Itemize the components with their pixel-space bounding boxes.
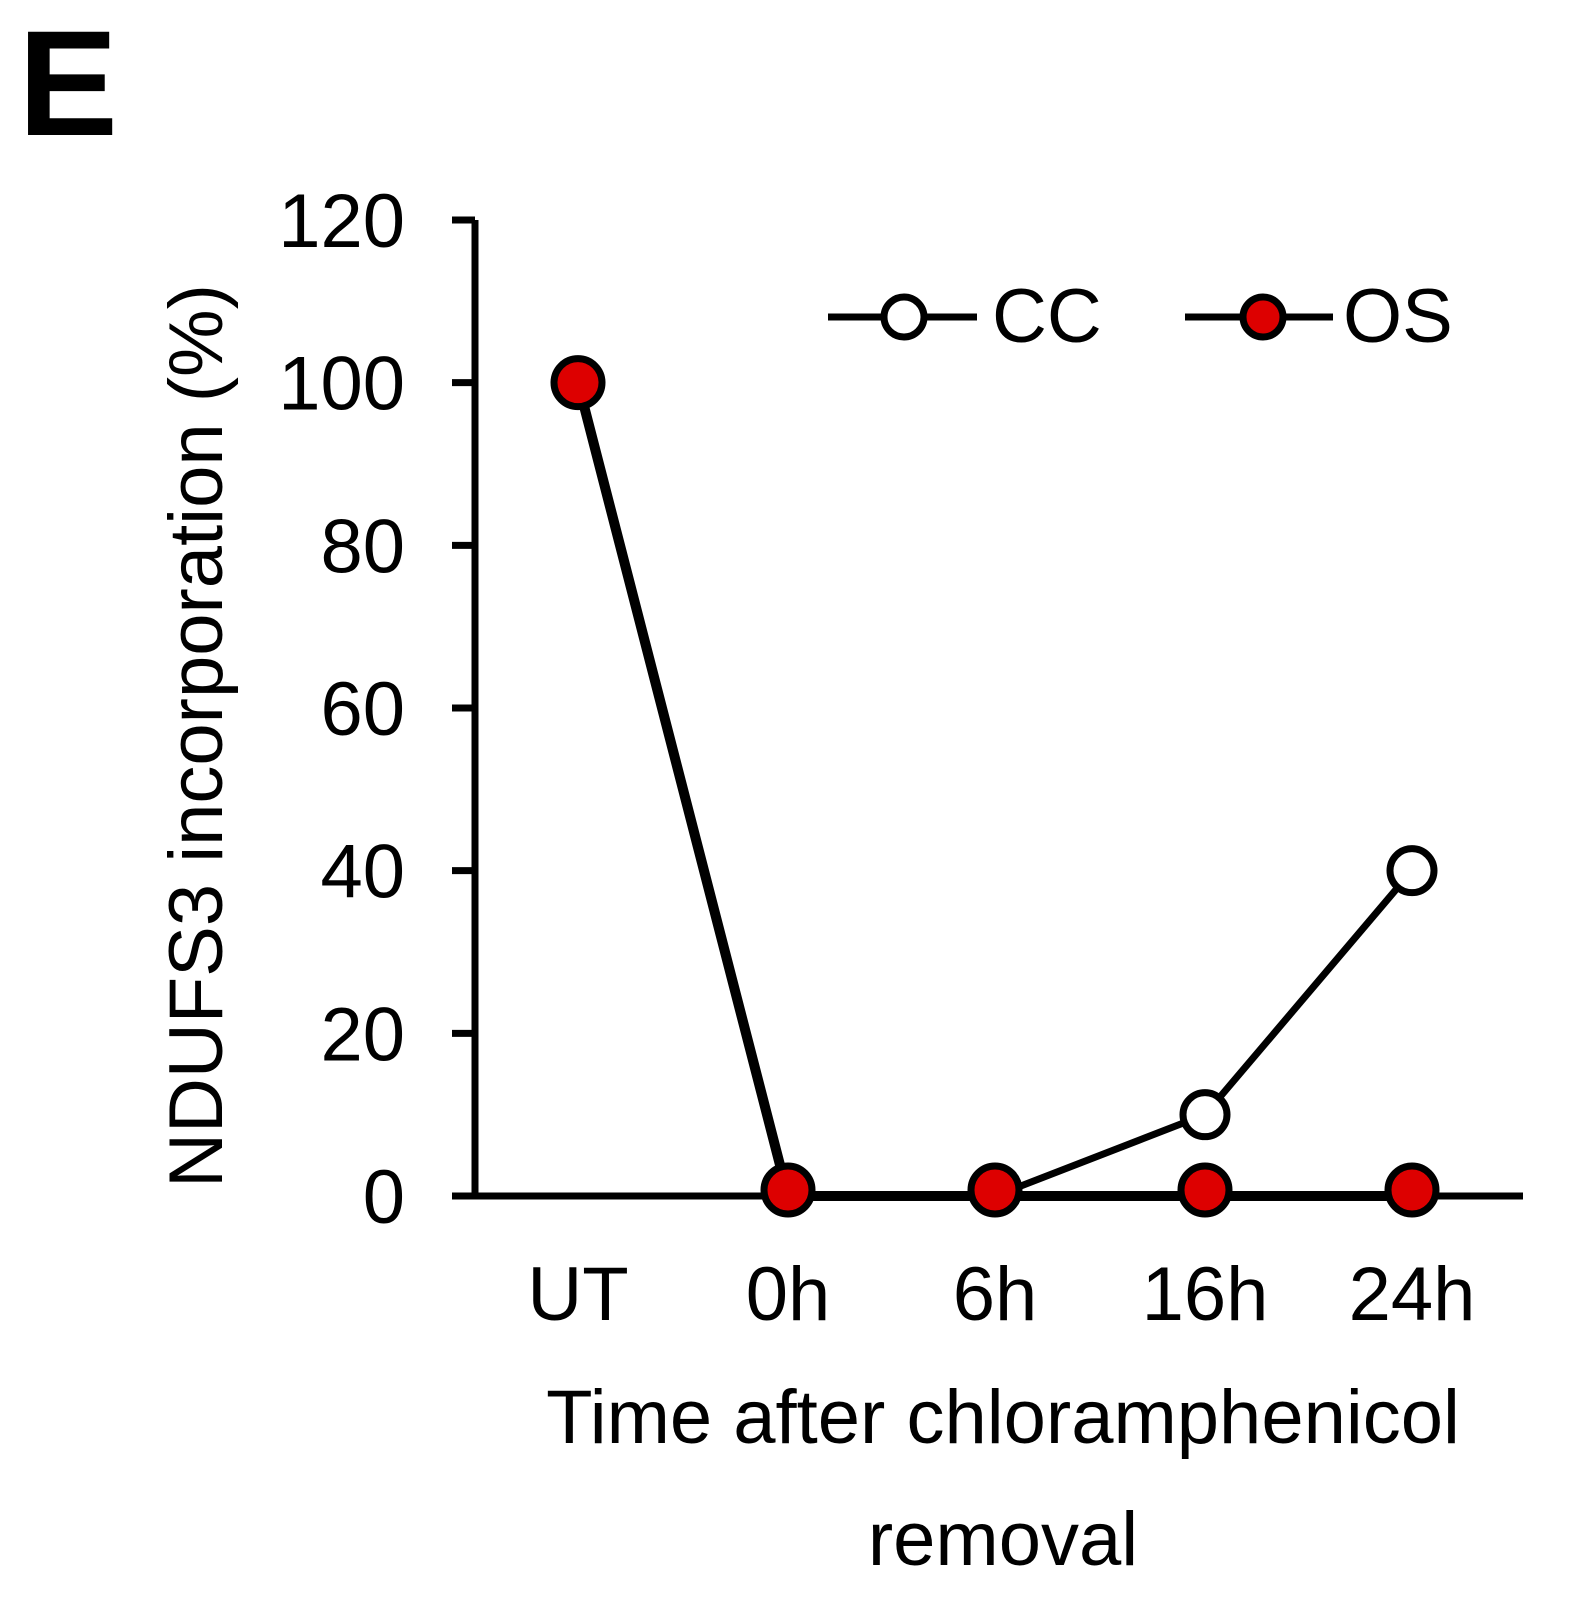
legend-cc-marker [880, 293, 928, 341]
point-os-UT [550, 355, 606, 411]
legend-cc-label: CC [992, 274, 1102, 359]
point-cc-16h [1179, 1089, 1231, 1141]
x-tick-label-24h: 24h [1349, 1252, 1476, 1337]
x-axis-title-line2: removal [868, 1497, 1138, 1582]
x-tick-label-6h: 6h [953, 1252, 1038, 1337]
x-axis-title-line1: Time after chloramphenicol [546, 1375, 1460, 1460]
point-cc-24h [1386, 845, 1438, 897]
y-tick-label-100: 100 [278, 342, 405, 427]
legend-os-marker [1239, 293, 1287, 341]
y-tick-label-80: 80 [320, 504, 405, 589]
x-ticks: UT 0h 6h 16h 24h [527, 1252, 1475, 1337]
panel-label: E [18, 0, 118, 167]
y-tick-label-40: 40 [320, 830, 405, 915]
y-axis-title: NDUFS3 incorporation (%) [154, 284, 239, 1188]
x-tick-label-UT: UT [527, 1252, 628, 1337]
y-tick-label-120: 120 [278, 179, 405, 264]
point-os-24h [1384, 1162, 1440, 1218]
x-tick-label-16h: 16h [1142, 1252, 1269, 1337]
legend: CC OS [828, 274, 1453, 359]
y-tick-label-0: 0 [363, 1155, 405, 1240]
legend-os-label: OS [1343, 274, 1453, 359]
series-lines [573, 381, 1415, 1201]
series-points [550, 355, 1440, 1218]
point-os-16h [1177, 1162, 1233, 1218]
y-tick-label-20: 20 [320, 992, 405, 1077]
y-ticks: 0 20 40 60 80 100 120 [278, 179, 475, 1240]
x-tick-label-0h: 0h [746, 1252, 831, 1337]
y-tick-label-60: 60 [320, 667, 405, 752]
point-os-6h [967, 1162, 1023, 1218]
series-line-cc [574, 381, 1415, 1200]
point-os-0h [760, 1162, 816, 1218]
series-line-os [573, 381, 1412, 1201]
